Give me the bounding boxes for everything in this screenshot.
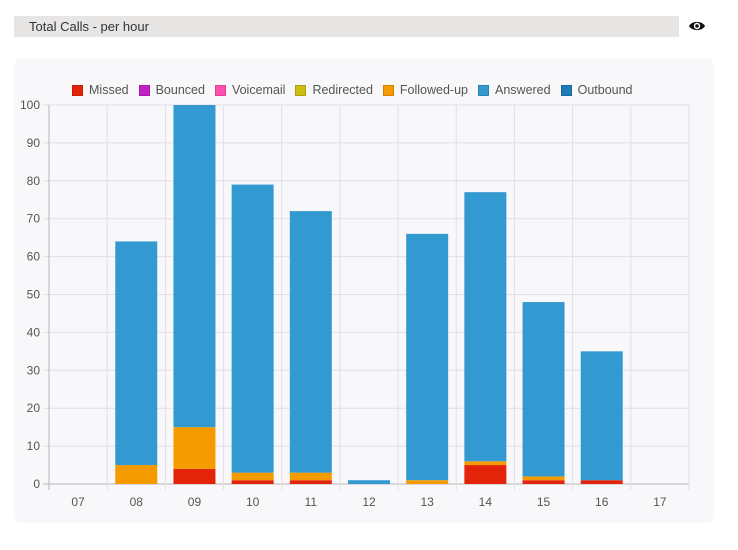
y-tick-label: 100: [20, 98, 40, 112]
x-tick-label: 11: [305, 495, 318, 509]
x-tick-label: 09: [188, 495, 202, 509]
bar-missed-09: [173, 468, 216, 484]
bar-followed-up-08: [115, 465, 158, 484]
y-tick-label: 90: [27, 136, 41, 150]
x-tick-label: 15: [537, 495, 551, 509]
legend-item-followed-up[interactable]: Followed-up: [382, 83, 468, 97]
x-tick-label: 16: [595, 495, 609, 509]
bar-answered-14: [464, 192, 507, 462]
bar-answered-10: [231, 184, 274, 473]
y-tick-label: 10: [27, 439, 41, 453]
bar-answered-09: [173, 105, 216, 428]
legend-swatch: [214, 84, 226, 96]
legend-swatch: [478, 84, 489, 96]
x-tick-label: 08: [130, 495, 144, 509]
bar-followed-up-10: [231, 472, 274, 481]
y-tick-label: 40: [27, 325, 41, 339]
x-tick-label: 10: [246, 495, 260, 509]
legend-label: Bounced: [155, 83, 205, 97]
legend-swatch: [382, 84, 394, 96]
legend-item-outbound[interactable]: Outbound: [560, 83, 633, 97]
bar-missed-11: [289, 480, 332, 484]
eye-icon[interactable]: [688, 19, 706, 33]
y-tick-label: 80: [27, 174, 41, 188]
chart-title: Total Calls - per hour: [29, 19, 149, 34]
bar-missed-10: [231, 480, 274, 484]
legend-item-redirected[interactable]: Redirected: [295, 83, 373, 97]
legend-swatch: [295, 84, 307, 96]
bar-followed-up-13: [406, 480, 449, 484]
y-tick-label: 0: [33, 477, 40, 491]
legend-label: Voicemail: [231, 83, 286, 97]
x-tick-label: 13: [421, 495, 435, 509]
legend-label: Outbound: [577, 83, 633, 97]
legend-item-bounced[interactable]: Bounced: [138, 83, 205, 97]
x-tick-label: 17: [653, 495, 667, 509]
bar-followed-up-14: [464, 461, 507, 466]
bar-answered-13: [406, 233, 449, 481]
x-tick-label: 14: [479, 495, 493, 509]
y-tick-label: 30: [27, 363, 41, 377]
legend-swatch: [560, 84, 572, 96]
bar-answered-08: [115, 241, 158, 466]
x-tick-label: 12: [362, 495, 376, 509]
bar-followed-up-15: [522, 476, 565, 481]
chart-title-bar: Total Calls - per hour: [14, 16, 679, 37]
legend-label: Answered: [495, 83, 551, 97]
legend-item-answered[interactable]: Answered: [478, 83, 551, 97]
legend-label: Missed: [89, 83, 129, 97]
x-tick-label: 07: [71, 495, 85, 509]
legend-label: Redirected: [312, 83, 373, 97]
y-tick-label: 70: [27, 212, 41, 226]
legend-swatch: [72, 84, 83, 96]
bar-followed-up-11: [289, 472, 332, 481]
bar-answered-16: [580, 351, 623, 481]
legend-swatch: [138, 84, 150, 96]
bar-answered-12: [348, 480, 390, 484]
legend-label: Followed-up: [399, 83, 468, 97]
chart-legend: Missed Bounced Voicemail Redirected Followed…: [72, 82, 643, 98]
legend-item-voicemail[interactable]: Voicemail: [214, 83, 286, 97]
legend-item-missed[interactable]: Missed: [72, 83, 129, 97]
bar-missed-14: [464, 465, 507, 484]
y-tick-label: 50: [27, 288, 41, 302]
bar-followed-up-09: [173, 427, 216, 469]
y-tick-label: 20: [27, 401, 41, 415]
bar-missed-15: [522, 480, 565, 484]
y-tick-label: 60: [27, 250, 41, 264]
bar-answered-15: [522, 302, 565, 477]
bar-missed-16: [580, 480, 623, 484]
bar-answered-11: [289, 211, 332, 473]
